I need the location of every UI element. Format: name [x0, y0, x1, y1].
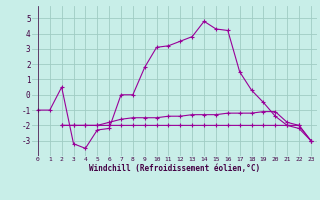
X-axis label: Windchill (Refroidissement éolien,°C): Windchill (Refroidissement éolien,°C): [89, 164, 260, 173]
